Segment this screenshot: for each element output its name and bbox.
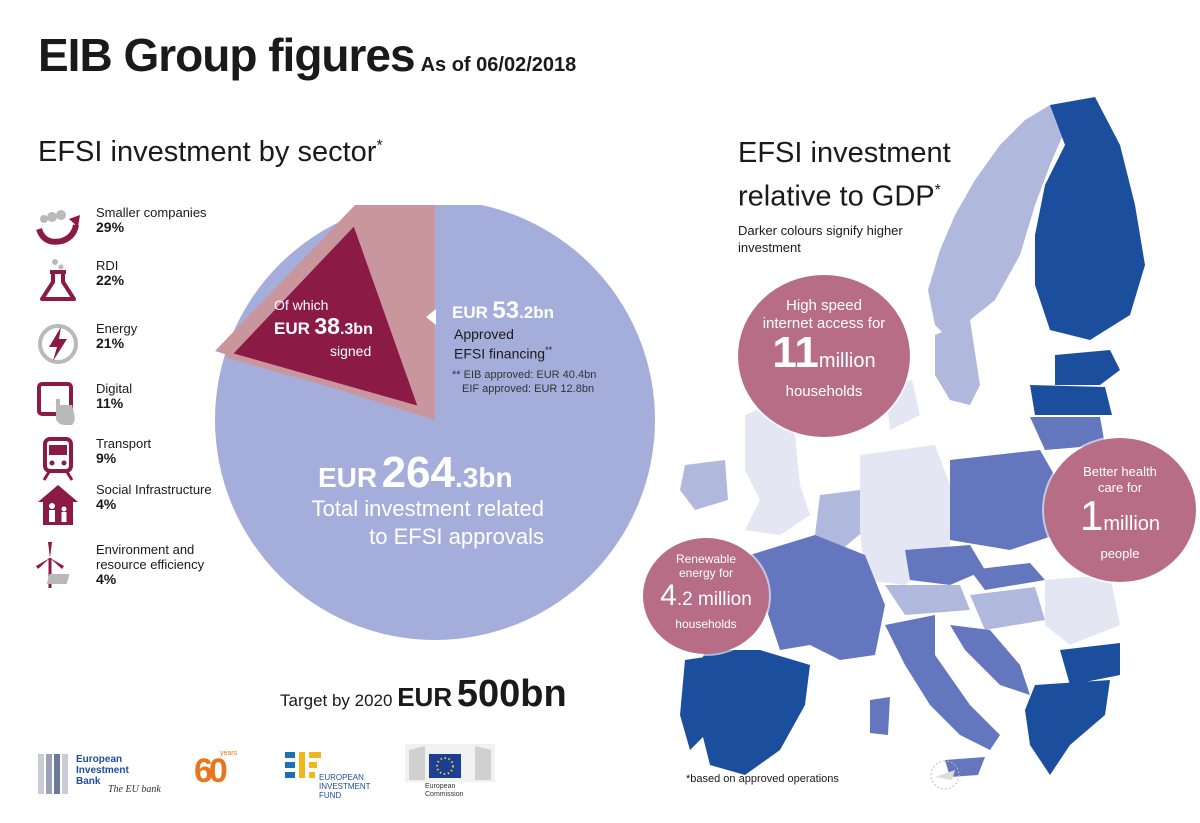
map-footnote: *based on approved operations [686,773,839,785]
map-italy [885,615,1000,750]
sixty-text: 60 [194,752,228,790]
sector-name: Energy [96,321,138,336]
sixty-years-text: years [220,750,238,757]
map-czechia [905,545,985,585]
ec-logo-name: European Commission [425,783,464,798]
map-estonia [1055,350,1120,385]
sector-percent: 11% [96,395,124,411]
approved-label: Approved EFSI financing** [454,326,553,362]
sector-name: Smaller companies [96,205,207,220]
eib-logo-name: European Investment Bank [76,754,129,787]
sector-item-smaller-companies: Smaller companies 29% [36,205,226,253]
total-label: Total investment related to EFSI approval… [311,496,544,549]
sector-name: Transport [96,436,152,451]
map-sardinia [870,697,890,735]
smaller-companies-icon [36,210,80,245]
map-greece [1025,680,1110,775]
map-hungary [970,587,1045,630]
map-poland [950,450,1060,550]
map-uk [745,400,810,535]
total-amount: EUR 264.3bn [318,448,513,497]
sector-item-digital: Digital 11% [36,381,226,429]
map-latvia [1030,385,1112,415]
europe-gdp-map [680,97,1145,790]
map-benelux [815,490,865,555]
map-sweden-south [935,320,980,405]
pie-signed-slice [225,218,425,413]
sector-percent: 9% [96,450,117,466]
approved-amount: EUR 53.2bn [452,297,555,324]
eib-logo-mark [38,754,68,794]
sector-percent: 21% [96,335,125,351]
eib-logo-tagline: The EU bank [108,784,161,795]
map-portugal [680,657,705,750]
map-cyprus-inset [930,760,960,790]
map-finland [1035,97,1145,340]
map-heading-footnote-mark: * [934,182,941,199]
sector-percent: 22% [96,272,125,288]
flask-icon [40,259,76,301]
page-title: EIB Group figures As of 06/02/2018 [38,28,576,82]
bubble-internet: High speed internet access for 11million … [738,275,910,437]
map-lithuania [1030,417,1105,450]
sector-item-energy: Energy 21% [36,321,226,369]
title-text: EIB Group figures [38,29,416,81]
map-cyprus [935,770,955,780]
eib-logo: European Investment Bank The EU bank [36,752,166,800]
sector-percent: 29% [96,219,125,235]
sector-name: Environment and resource efficiency [96,542,205,572]
ec-logo-mark [405,744,495,782]
map-croatia [950,625,1030,695]
target-value: 500bn [456,673,567,715]
sector-item-environment: Environment and resource efficiency 4% [36,542,226,594]
signed-of-which: Of which [274,297,329,313]
eif-logo: EUROPEAN INVESTMENT FUND [285,752,375,800]
target-currency: EUR [397,682,453,712]
tablet-touch-icon [37,382,75,425]
sector-heading-text: EFSI investment by sector [38,136,377,168]
approved-breakdown: ** EIB approved: EUR 40.4bn EIF approved:… [452,369,597,395]
eif-logo-name: EUROPEAN INVESTMENT FUND [319,773,371,800]
sector-item-transport: Transport 9% [36,436,226,484]
efsi-investment-pie: Of which EUR 38.3bn signed EUR 53.2bn Ap… [190,205,700,665]
map-slovakia [970,563,1045,590]
lightning-icon [38,324,78,364]
train-icon [42,437,74,481]
pie-svg [215,205,655,640]
map-scandinavia [928,105,1065,340]
map-ireland [680,460,728,510]
target-label: Target by 2020 [280,691,393,710]
map-heading-line1: EFSI investment [738,137,951,169]
bubble-renewable: Renewable energy for 4.2 million househol… [643,538,769,654]
sector-item-rdi: RDI 22% [36,258,226,306]
as-of-date: As of 06/02/2018 [420,54,577,76]
map-france [745,535,885,660]
bubble-health: Better health care for 1million people [1044,438,1196,582]
wind-turbine-icon [36,542,70,588]
sector-heading-footnote-mark: * [376,137,383,155]
house-family-icon [38,485,78,525]
eif-logo-mark [285,752,321,778]
signed-label: signed [330,343,372,359]
approved-pointer [426,309,436,325]
sector-name: RDI [96,258,119,273]
map-bulgaria [1060,643,1120,685]
map-spain [695,650,810,775]
signed-amount: EUR 38.3bn [274,313,373,339]
map-legend-note: Darker colours signify higher investment [738,223,903,255]
sector-item-social-infrastructure: Social Infrastructure 4% [36,482,226,532]
map-austria [885,585,970,615]
sixty-years-logo: 60 years [194,750,244,792]
sector-heading: EFSI investment by sector* [38,136,383,169]
european-commission-logo: European Commission [405,742,495,800]
map-heading: EFSI investment relative to GDP* [738,134,951,216]
map-romania [1045,575,1120,645]
map-heading-line2: relative to GDP [738,180,935,213]
sector-percent: 4% [96,571,117,587]
target-2020: Target by 2020 EUR 500bn [280,673,567,716]
sector-percent: 4% [96,496,117,512]
sector-name: Social Infrastructure [96,482,212,497]
map-sicily [945,757,985,777]
sector-name: Digital [96,381,133,396]
